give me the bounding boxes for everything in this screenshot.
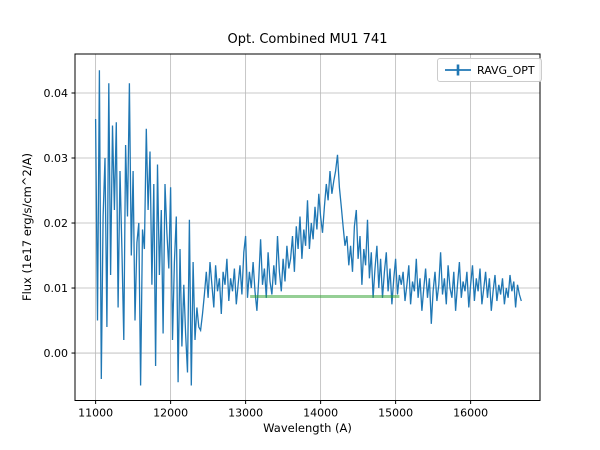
tick-labels: 11000 12000 13000 14000 15000 16000 0.00 0.01 0.… <box>44 87 489 420</box>
svg-text:15000: 15000 <box>378 407 413 420</box>
axes-frame <box>74 53 541 401</box>
legend-label: RAVG_OPT <box>477 63 535 77</box>
svg-text:14000: 14000 <box>303 407 338 420</box>
errorbar-marker-icon <box>445 64 471 76</box>
svg-text:13000: 13000 <box>228 407 263 420</box>
spectrum-line <box>94 70 522 386</box>
x-axis-label: Wavelength (A) <box>263 421 352 435</box>
svg-text:0.03: 0.03 <box>44 152 69 165</box>
svg-text:0.01: 0.01 <box>44 282 69 295</box>
svg-text:0.00: 0.00 <box>44 347 69 360</box>
legend: RAVG_OPT <box>437 58 542 82</box>
chart-title: Opt. Combined MU1 741 <box>227 32 388 47</box>
svg-text:0.02: 0.02 <box>44 217 69 230</box>
tick-marks <box>71 92 472 404</box>
svg-text:12000: 12000 <box>153 407 188 420</box>
svg-text:16000: 16000 <box>453 407 488 420</box>
svg-text:11000: 11000 <box>78 407 113 420</box>
svg-text:0.04: 0.04 <box>44 87 69 100</box>
